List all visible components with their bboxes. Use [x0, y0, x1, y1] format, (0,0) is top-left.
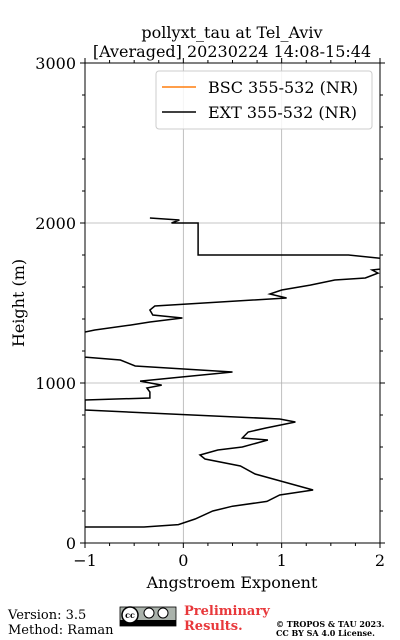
- license: CC BY SA 4.0 License.: [276, 628, 375, 638]
- plot-frame: [84, 62, 381, 544]
- chart-title: pollyxt_tau at Tel_Aviv: [141, 23, 322, 42]
- method: Method: Raman: [8, 623, 114, 638]
- svg-text:cc: cc: [125, 610, 135, 620]
- chart-subtitle: [Averaged] 20230224 14:08-15:44: [93, 42, 371, 61]
- version: Version: 3.5: [7, 608, 86, 623]
- x-tick-label: 2: [375, 551, 385, 570]
- legend-label: EXT 355-532 (NR): [208, 103, 357, 122]
- x-axis-label: Angstroem Exponent: [146, 573, 318, 592]
- y-axis-label: Height (m): [9, 259, 28, 347]
- y-tick-label: 1000: [35, 374, 76, 393]
- y-tick-label: 3000: [35, 54, 76, 73]
- x-tick-label: −1: [73, 551, 97, 570]
- x-tick-label: 1: [277, 551, 287, 570]
- plot-area: [85, 217, 380, 528]
- y-tick-label: 2000: [35, 214, 76, 233]
- data-line: [85, 217, 380, 528]
- y-tick-label: 0: [66, 534, 76, 553]
- x-tick-label: 0: [178, 551, 188, 570]
- legend: BSC 355-532 (NR) EXT 355-532 (NR): [155, 70, 373, 130]
- cc-logo: cc: [119, 606, 177, 627]
- grid: [84, 62, 381, 544]
- legend-box: [155, 70, 373, 130]
- status: Preliminary Results.: [184, 604, 270, 634]
- copyright: © TROPOS & TAU 2023.: [276, 619, 385, 629]
- legend-label: BSC 355-532 (NR): [208, 78, 358, 97]
